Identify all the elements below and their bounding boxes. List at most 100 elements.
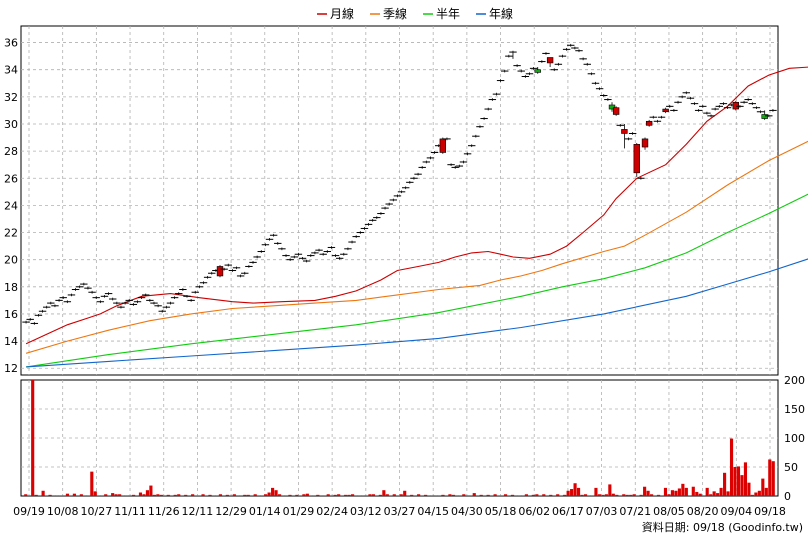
volume-bar	[302, 494, 306, 496]
volume-bar	[177, 494, 181, 496]
volume-bar	[723, 472, 727, 496]
volume-bar	[27, 495, 31, 496]
volume-bar	[403, 490, 407, 496]
volume-bar	[118, 494, 122, 496]
volume-bar	[232, 494, 236, 496]
volume-bar	[427, 495, 431, 496]
volume-bar	[514, 495, 518, 496]
ma-line	[26, 193, 808, 368]
volume-bar	[594, 487, 598, 496]
volume-bar	[114, 494, 118, 496]
x-tick-label: 12/29	[215, 505, 247, 518]
x-tick-label: 04/15	[417, 505, 449, 518]
volume-bar	[531, 494, 535, 496]
x-tick-label: 08/20	[687, 505, 719, 518]
volume-bar	[771, 461, 775, 496]
price-tick-label: 34	[4, 64, 18, 77]
x-tick-label: 09/19	[13, 505, 45, 518]
candle-body	[439, 138, 447, 153]
volume-bar	[204, 495, 209, 496]
volume-tick-label: 50	[784, 461, 798, 474]
volume-bar	[768, 459, 772, 496]
volume-bar	[493, 494, 497, 496]
volume-bar	[375, 495, 379, 496]
volume-bar	[424, 494, 428, 496]
volume-bar	[135, 495, 139, 496]
volume-bar	[340, 495, 344, 496]
volume-bar	[726, 491, 730, 496]
volume-bar	[264, 494, 268, 496]
legend-label: 半年	[436, 7, 460, 21]
volume-bar	[357, 495, 362, 496]
volume-bar	[757, 490, 761, 496]
ma-line	[25, 140, 808, 354]
volume-bar	[55, 495, 59, 496]
volume-bar	[535, 494, 539, 496]
volume-bar	[361, 495, 365, 496]
volume-bar	[173, 494, 177, 496]
volume-bar	[125, 495, 129, 496]
volume-bar	[465, 495, 469, 496]
volume-bar	[396, 495, 400, 496]
volume-bar	[688, 495, 692, 496]
volume-bar	[702, 495, 706, 496]
volume-bar	[79, 494, 83, 496]
volume-tick-label: 100	[784, 432, 805, 445]
price-tick-label: 16	[4, 308, 18, 321]
volume-bar	[622, 494, 626, 496]
volume-bar	[295, 494, 299, 496]
volume-bar	[743, 462, 748, 496]
volume-bar	[225, 494, 229, 496]
volume-bar	[368, 494, 372, 496]
volume-bar	[218, 494, 223, 496]
volume-bar	[681, 483, 685, 496]
volume-bar	[198, 495, 202, 496]
volume-bar	[76, 495, 80, 496]
volume-bar	[319, 495, 323, 496]
volume-bar	[194, 495, 198, 496]
volume-bar	[538, 495, 542, 496]
volume-bar	[604, 494, 608, 496]
x-tick-label: 09/04	[720, 505, 752, 518]
x-tick-label: 07/03	[586, 505, 618, 518]
volume-bar	[350, 494, 355, 496]
volume-bar	[497, 495, 501, 496]
volume-bar	[660, 495, 664, 496]
volume-bar	[208, 494, 212, 496]
volume-bar	[138, 492, 143, 496]
volume-bar	[90, 471, 94, 496]
volume-bar	[159, 494, 163, 496]
x-tick-label: 01/14	[249, 505, 281, 518]
volume-bar	[667, 494, 671, 496]
volume-bar	[545, 495, 549, 496]
volume-bar	[451, 494, 455, 496]
volume-bar	[152, 494, 156, 496]
volume-bar	[549, 494, 553, 496]
volume-bar	[215, 495, 219, 496]
volume-bar	[729, 438, 734, 496]
candle-body	[216, 266, 224, 277]
volume-bar	[131, 494, 136, 496]
x-tick-label: 06/17	[552, 505, 584, 518]
volume-bar	[716, 493, 720, 496]
volume-bar	[476, 495, 480, 496]
volume-bar	[100, 495, 104, 496]
volume-bar	[719, 487, 723, 496]
volume-bar	[107, 495, 111, 496]
volume-bar	[441, 494, 445, 496]
candle-body	[633, 144, 640, 174]
volume-bar	[590, 495, 595, 496]
volume-bar	[559, 495, 563, 496]
volume-bar	[615, 494, 619, 496]
volume-bar	[528, 495, 532, 496]
x-tick-label: 11/26	[148, 505, 180, 518]
volume-bar	[417, 494, 421, 496]
price-tick-label: 12	[4, 362, 18, 375]
volume-bar	[354, 495, 358, 496]
volume-bar	[636, 495, 640, 496]
volume-bar	[472, 493, 476, 496]
volume-bar	[479, 494, 483, 496]
volume-bar	[166, 494, 170, 496]
volume-bar	[650, 494, 654, 496]
volume-bar	[104, 494, 108, 496]
